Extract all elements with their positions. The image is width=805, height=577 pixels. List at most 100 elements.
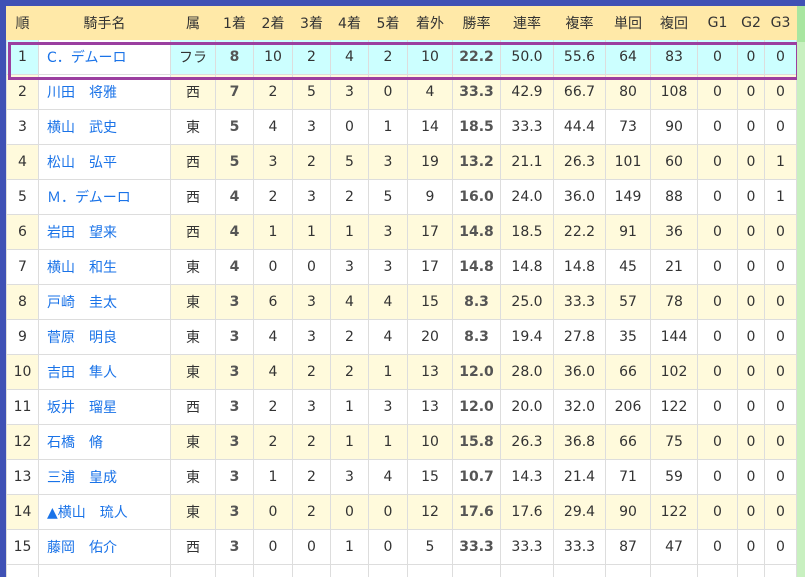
cell-連率: 17.6 (500, 494, 554, 530)
cell-複回: 60 (650, 144, 698, 180)
empty-cell (215, 564, 254, 577)
cell-G2: 0 (737, 389, 765, 425)
column-header[interactable]: 属 (170, 6, 216, 40)
jockey-name-link[interactable]: 藤岡 佑介 (38, 529, 171, 565)
cell-G2: 0 (737, 529, 765, 565)
jockey-name-link[interactable]: 川田 将雅 (38, 74, 171, 110)
cell-1着: 5 (215, 144, 254, 180)
cell-複率: 14.8 (553, 249, 606, 285)
cell-複率: 66.7 (553, 74, 606, 110)
cell-2着: 4 (253, 109, 293, 145)
column-header[interactable]: 複率 (553, 6, 606, 40)
cell-1着: 3 (215, 284, 254, 320)
jockey-name-link[interactable]: 吉田 隼人 (38, 354, 171, 390)
cell-複回: 102 (650, 354, 698, 390)
cell-属: 西 (170, 389, 216, 425)
jockey-name-link[interactable]: C．デムーロ (38, 39, 171, 75)
column-header[interactable]: 複回 (650, 6, 698, 40)
empty-cell (764, 564, 797, 577)
jockey-name-link[interactable]: 石橋 脩 (38, 424, 171, 460)
cell-属: 西 (170, 529, 216, 565)
cell-連率: 24.0 (500, 179, 554, 215)
jockey-name-link[interactable]: 横山 和生 (38, 249, 171, 285)
cell-着外: 12 (407, 494, 453, 530)
cell-連率: 19.4 (500, 319, 554, 355)
cell-複回: 78 (650, 284, 698, 320)
cell-1着: 5 (215, 109, 254, 145)
cell-複率: 32.0 (553, 389, 606, 425)
cell-3着: 5 (292, 74, 331, 110)
cell-4着: 0 (330, 494, 369, 530)
jockey-name-link[interactable]: ▲横山 琉人 (38, 494, 171, 530)
cell-G3: 0 (764, 39, 797, 75)
cell-3着: 1 (292, 214, 331, 250)
cell-着外: 10 (407, 424, 453, 460)
column-header[interactable]: G2 (737, 6, 765, 40)
cell-連率: 42.9 (500, 74, 554, 110)
empty-cell (697, 564, 738, 577)
jockey-name-link[interactable]: 戸崎 圭太 (38, 284, 171, 320)
column-header[interactable]: G3 (764, 6, 797, 40)
jockey-name-link[interactable]: 横山 武史 (38, 109, 171, 145)
cell-連率: 14.8 (500, 249, 554, 285)
cell-順: 5 (6, 179, 39, 215)
cell-着外: 20 (407, 319, 453, 355)
cell-2着: 10 (253, 39, 293, 75)
column-header[interactable]: 3着 (292, 6, 331, 40)
cell-2着: 2 (253, 389, 293, 425)
cell-複回: 88 (650, 179, 698, 215)
column-header[interactable]: 5着 (368, 6, 408, 40)
cell-勝率: 14.8 (452, 214, 501, 250)
cell-G2: 0 (737, 39, 765, 75)
cell-4着: 1 (330, 424, 369, 460)
jockey-name-link[interactable]: 菅原 明良 (38, 319, 171, 355)
cell-4着: 4 (330, 284, 369, 320)
column-header[interactable]: 着外 (407, 6, 453, 40)
cell-属: 東 (170, 319, 216, 355)
table-row: 4 松山 弘平西 5 3 2 5 3 19 13.2 21.1 26.3 101 60 0 0 1 (6, 144, 797, 180)
cell-勝率: 16.0 (452, 179, 501, 215)
cell-G3: 0 (764, 319, 797, 355)
cell-連率: 14.3 (500, 459, 554, 495)
cell-複率: 29.4 (553, 494, 606, 530)
cell-単回: 71 (605, 459, 651, 495)
column-header[interactable]: 勝率 (452, 6, 501, 40)
cell-属: 東 (170, 494, 216, 530)
cell-5着: 0 (368, 529, 408, 565)
empty-cell (368, 564, 408, 577)
jockey-name-link[interactable]: Ｍ．デムーロ (38, 179, 171, 215)
jockey-name-link[interactable]: 三浦 皇成 (38, 459, 171, 495)
cell-G1: 0 (697, 529, 738, 565)
cell-着外: 10 (407, 39, 453, 75)
column-header[interactable]: 連率 (500, 6, 554, 40)
cell-属: 東 (170, 354, 216, 390)
jockey-name-link[interactable]: 岩田 望来 (38, 214, 171, 250)
cell-1着: 3 (215, 319, 254, 355)
cell-順: 9 (6, 319, 39, 355)
column-header[interactable]: 4着 (330, 6, 369, 40)
column-header[interactable]: G1 (697, 6, 738, 40)
column-header[interactable]: 騎手名 (38, 6, 171, 40)
cell-4着: 2 (330, 179, 369, 215)
cell-勝率: 33.3 (452, 529, 501, 565)
cell-1着: 7 (215, 74, 254, 110)
cell-3着: 0 (292, 249, 331, 285)
jockey-name-link[interactable]: 坂井 瑠星 (38, 389, 171, 425)
jockey-name-link[interactable]: 松山 弘平 (38, 144, 171, 180)
cell-単回: 73 (605, 109, 651, 145)
cell-4着: 3 (330, 459, 369, 495)
cell-1着: 4 (215, 249, 254, 285)
column-header[interactable]: 1着 (215, 6, 254, 40)
cell-複回: 122 (650, 389, 698, 425)
column-header[interactable]: 順 (6, 6, 39, 40)
cell-着外: 9 (407, 179, 453, 215)
cell-着外: 15 (407, 284, 453, 320)
cell-属: 西 (170, 214, 216, 250)
cell-単回: 35 (605, 319, 651, 355)
table-row: 5 Ｍ．デムーロ西 4 2 3 2 5 9 16.0 24.0 36.0 149 88 0 0 1 (6, 179, 797, 215)
empty-cell (292, 564, 331, 577)
cell-5着: 1 (368, 354, 408, 390)
column-header[interactable]: 単回 (605, 6, 651, 40)
cell-G1: 0 (697, 284, 738, 320)
column-header[interactable]: 2着 (253, 6, 293, 40)
